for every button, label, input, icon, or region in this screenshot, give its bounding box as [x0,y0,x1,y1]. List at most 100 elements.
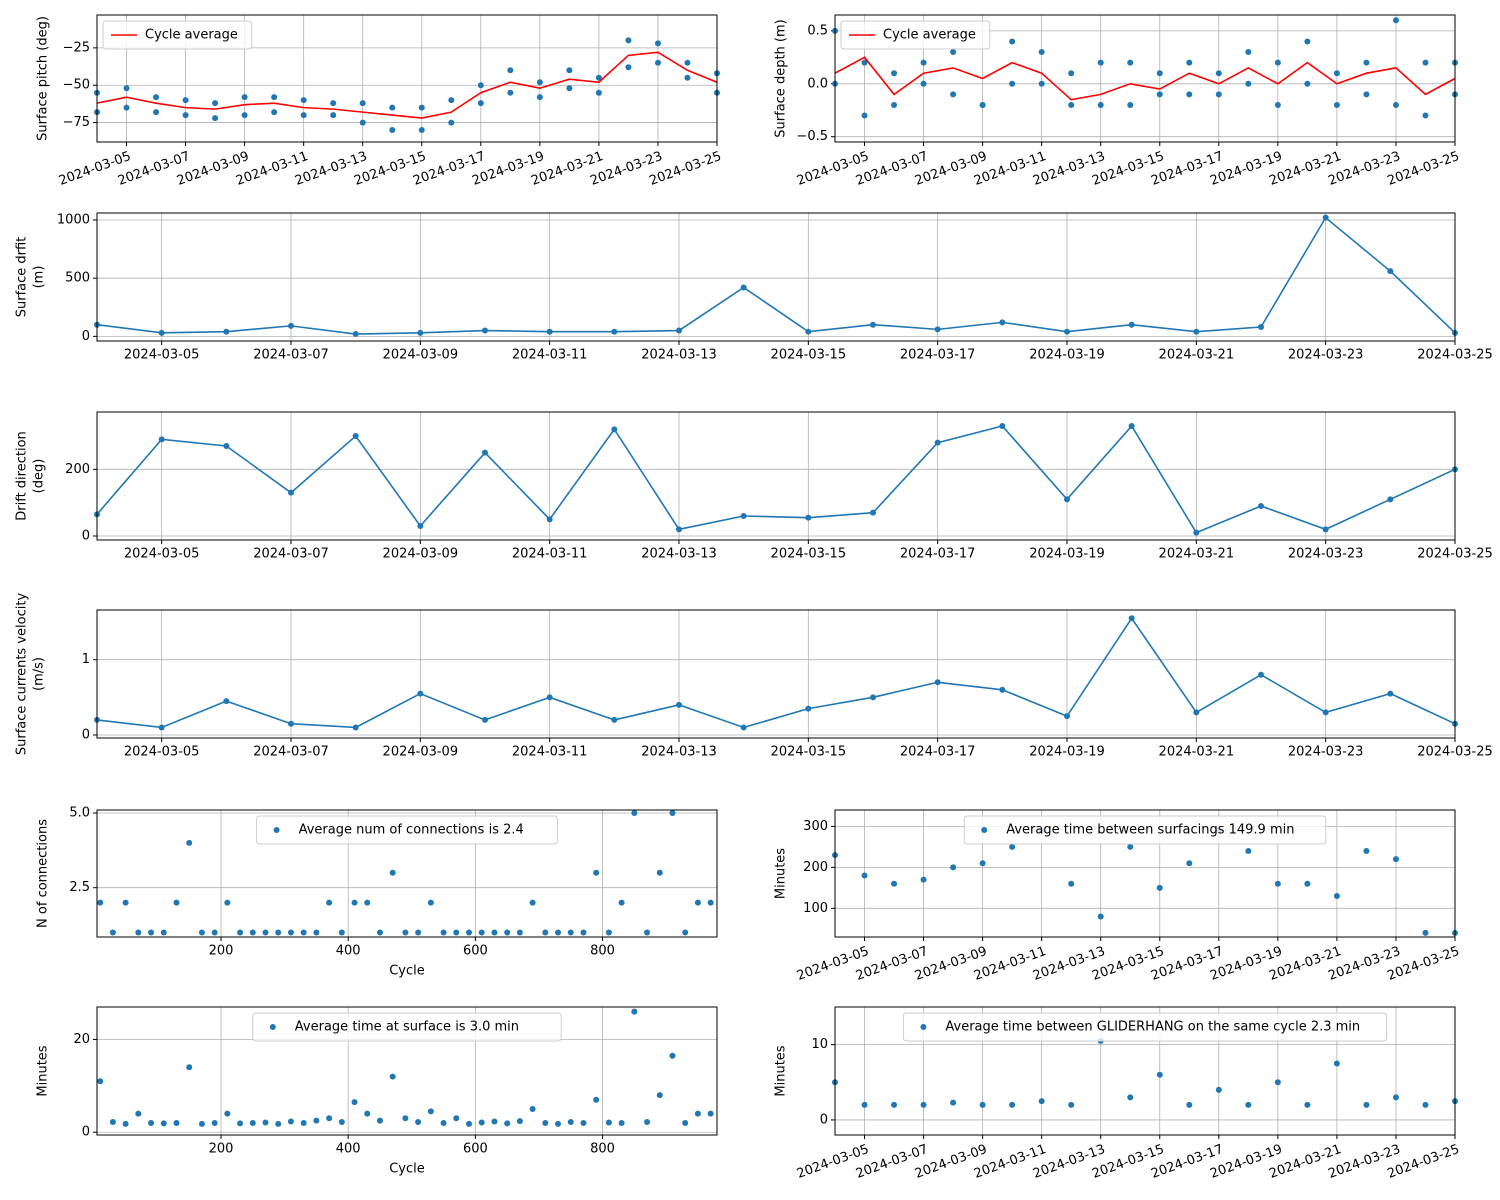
data-point [1186,59,1193,66]
data-point [288,322,294,329]
data-point [482,716,488,723]
legend-swatch [981,827,988,833]
data-point [999,686,1006,693]
data-point [669,1052,676,1059]
data-point [684,74,691,81]
plot-frame [96,809,718,938]
data-point [891,1101,898,1108]
x-tick-label: 800 [590,944,615,959]
data-point [605,1119,612,1126]
y-tick-label: 5.0 [69,805,90,820]
data-point [1333,1060,1340,1067]
y-tick-label: 300 [803,819,828,834]
x-tick-label: 2024-03-21 [1159,348,1235,363]
data-point [536,79,543,86]
data-point [1215,70,1222,77]
data-point [1097,913,1104,920]
data-point [466,929,472,936]
data-point [223,698,230,705]
data-point [417,690,424,697]
data-point [186,839,193,846]
data-point [567,929,574,936]
x-tick-label: 200 [209,1142,234,1157]
data-point [1068,880,1075,887]
data-point [440,929,447,936]
plot-frame [834,14,1456,143]
x-tick-label: 2024-03-13 [641,348,717,363]
data-point [330,100,337,107]
data-point [97,899,104,906]
y-tick-label: −25 [63,40,90,55]
x-tick-label: 2024-03-13 [641,745,717,760]
data-point [330,112,337,119]
x-tick-label: 2024-03-05 [124,547,200,562]
y-tick-label: −0.5 [796,129,828,144]
x-tick-label: 2024-03-21 [1159,745,1235,760]
data-point [546,516,553,523]
data-point [482,449,488,456]
data-point [1127,843,1134,850]
data-line [834,56,1456,101]
data-point [1186,1101,1193,1108]
data-point [389,1073,396,1080]
data-point [224,1110,231,1117]
data-point [1422,112,1429,119]
x-tick-label: 2024-03-15 [771,348,847,363]
x-tick-label: 800 [590,1142,615,1157]
data-point [262,1119,269,1126]
data-point [740,513,747,519]
data-point [546,694,553,701]
legend-label: Cycle average [145,28,238,43]
data-point [352,724,359,731]
data-point [934,326,941,333]
data-point [1128,321,1135,328]
x-tick-label: 2024-03-17 [900,745,976,760]
data-point [477,82,484,89]
plot-frame [96,411,1456,541]
x-tick-label: 2024-03-09 [383,547,459,562]
data-point [352,331,359,338]
data-point [198,1120,205,1127]
data-point [1392,856,1399,863]
data-point [507,89,514,96]
data-point [466,1120,472,1127]
data-point [326,1115,333,1122]
data-point [418,104,425,111]
data-point [861,112,868,119]
legend-box [902,1012,1388,1042]
data-point [448,97,455,104]
data-point [669,809,676,816]
y-tick-label: 0.0 [807,76,828,91]
data-point [516,1118,523,1125]
data-point [1186,91,1193,98]
data-point [211,929,218,936]
data-point [950,49,957,56]
data-point [1127,59,1134,66]
data-point [359,100,366,107]
data-point [1193,709,1200,716]
data-point [402,929,409,936]
data-point [1258,503,1264,509]
x-tick-label: 2024-03-07 [253,547,329,562]
data-point [1245,1101,1252,1108]
y-tick-label: 0 [820,1112,828,1127]
data-point [934,439,941,446]
x-tick-label: 2024-03-07 [253,745,329,760]
x-tick-label: 2024-03-25 [1417,547,1493,562]
data-point [148,929,155,936]
data-point [427,899,434,906]
data-point [1322,214,1329,221]
y-tick-label: 500 [65,271,90,286]
data-point [186,1064,193,1071]
data-point [1128,615,1135,622]
data-point [1097,101,1104,108]
data-point [249,1119,256,1126]
data-point [352,433,359,439]
data-point [389,104,396,111]
y-axis-label: Surface pitch (deg) [36,16,51,141]
data-point [1245,847,1252,854]
panel: 2024-03-052024-03-072024-03-092024-03-11… [774,1006,1462,1182]
data-point [707,1110,714,1117]
data-point [504,929,511,936]
x-tick-label: 2024-03-19 [1029,348,1105,363]
